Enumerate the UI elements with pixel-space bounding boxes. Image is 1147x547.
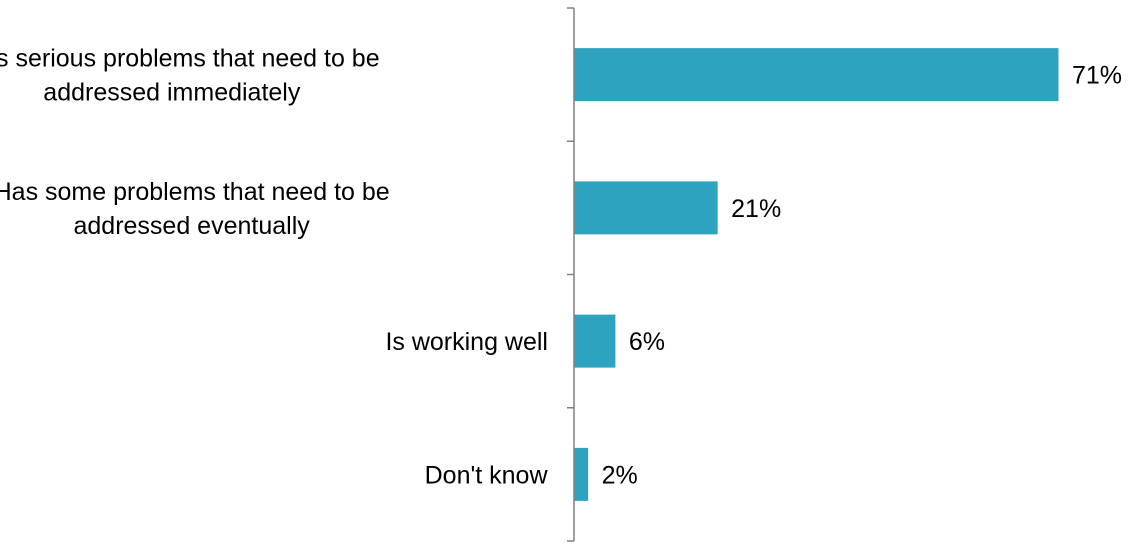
- bar: [574, 314, 616, 368]
- category-label: Don't know: [425, 461, 549, 489]
- category-label-line: Has some problems that need to be: [0, 178, 390, 206]
- bar: [574, 181, 718, 235]
- category-label: Has serious problems that need to be addr…: [0, 45, 380, 107]
- bar: [574, 447, 589, 501]
- data-label: 21%: [731, 195, 781, 223]
- category-label-line: addressed immediately: [43, 79, 301, 107]
- category-label-line: Has serious problems that need to be: [0, 45, 380, 73]
- data-label: 6%: [629, 328, 665, 356]
- category-label: Has some problems that need to be address…: [0, 178, 390, 240]
- category-label: Is working well: [385, 328, 548, 356]
- data-label: 71%: [1072, 62, 1122, 90]
- category-label-line: addressed eventually: [73, 212, 310, 240]
- data-label: 2%: [602, 461, 638, 489]
- bar: [574, 48, 1059, 102]
- category-label-line: Is working well: [385, 328, 548, 356]
- category-label-line: Don't know: [425, 461, 549, 489]
